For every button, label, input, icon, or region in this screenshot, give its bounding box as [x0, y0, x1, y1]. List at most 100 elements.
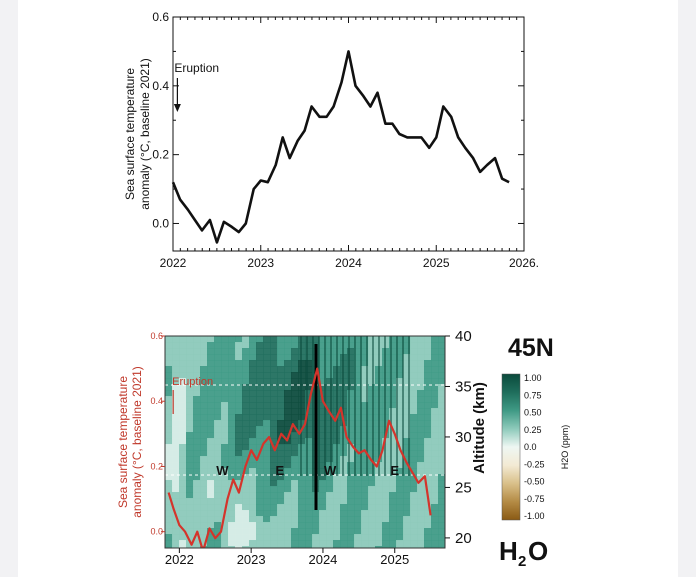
heatmap-cell	[319, 378, 327, 385]
heatmap-cell	[277, 426, 285, 433]
heatmap-cell	[179, 426, 187, 433]
heatmap-cell	[270, 426, 278, 433]
heatmap-cell	[347, 336, 355, 343]
heatmap-cell	[179, 456, 187, 463]
heatmap-cell	[242, 540, 250, 547]
heatmap-cell	[326, 480, 334, 487]
heatmap-cell	[284, 468, 292, 475]
heatmap-cell	[263, 372, 271, 379]
heatmap-cell	[277, 420, 285, 427]
heatmap-cell	[228, 444, 236, 451]
heatmap-cell	[354, 408, 362, 415]
heatmap-cell	[207, 546, 215, 548]
heatmap-cell	[410, 414, 418, 421]
heatmap-cell	[361, 336, 369, 343]
heatmap-cell	[165, 426, 173, 433]
heatmap-cell	[396, 342, 404, 349]
eruption-arrowhead	[173, 104, 181, 112]
heatmap-cell	[186, 438, 194, 445]
heatmap-cell	[193, 438, 201, 445]
heatmap-cell	[403, 516, 411, 523]
heatmap-cell	[179, 342, 187, 349]
heatmap-cell	[305, 492, 313, 499]
heatmap-cell	[305, 360, 313, 367]
heatmap-cell	[193, 414, 201, 421]
heatmap-cell	[410, 372, 418, 379]
heatmap-cell	[186, 366, 194, 373]
heatmap-cell	[263, 342, 271, 349]
heatmap-cell	[207, 516, 215, 523]
heatmap-cell	[186, 342, 194, 349]
heatmap-cell	[354, 438, 362, 445]
heatmap-cell	[249, 348, 257, 355]
heatmap-cell	[270, 390, 278, 397]
heatmap-cell	[228, 462, 236, 469]
heatmap-cell	[172, 402, 180, 409]
heatmap-cell	[417, 354, 425, 361]
heatmap-cell	[193, 384, 201, 391]
heatmap-stripe	[300, 336, 302, 476]
heatmap-cell	[256, 372, 264, 379]
heatmap-cell	[256, 540, 264, 547]
heatmap-cell	[431, 480, 439, 487]
heatmap-cell	[179, 336, 187, 343]
heatmap-cell	[284, 366, 292, 373]
heatmap-cell	[347, 492, 355, 499]
heatmap-cell	[172, 486, 180, 493]
heatmap-cell	[193, 378, 201, 385]
heatmap-cell	[438, 528, 445, 535]
heatmap-cell	[270, 372, 278, 379]
heatmap-cell	[326, 498, 334, 505]
heatmap-cell	[417, 414, 425, 421]
heatmap-cell	[333, 480, 341, 487]
heatmap-cell	[214, 384, 222, 391]
heatmap-cell	[172, 372, 180, 379]
heatmap-stripe	[396, 336, 398, 476]
heatmap-cell	[263, 534, 271, 541]
heatmap-cell	[179, 504, 187, 511]
heatmap-cell	[438, 354, 445, 361]
heatmap-cell	[403, 402, 411, 409]
heatmap-cell	[172, 540, 180, 547]
heatmap-cell	[263, 426, 271, 433]
heatmap-cell	[284, 426, 292, 433]
heatmap-cell	[235, 348, 243, 355]
heatmap-cell	[424, 474, 432, 481]
heatmap-cell	[333, 546, 341, 548]
heatmap-cell	[235, 504, 243, 511]
heatmap-cell	[214, 456, 222, 463]
heatmap-cell	[291, 480, 299, 487]
heatmap-cell	[389, 456, 397, 463]
heatmap-cell	[354, 456, 362, 463]
heatmap-cell	[417, 492, 425, 499]
heatmap-cell	[249, 504, 257, 511]
species-title-sub: 2	[518, 553, 526, 570]
heatmap-cell	[368, 540, 376, 547]
heatmap-cell	[172, 438, 180, 445]
heatmap-cell	[438, 342, 445, 349]
heatmap-cell	[256, 462, 264, 469]
heatmap-cell	[284, 420, 292, 427]
heatmap-cell	[438, 480, 445, 487]
heatmap-cell	[284, 528, 292, 535]
heatmap-cell	[263, 522, 271, 529]
heatmap-cell	[389, 390, 397, 397]
heatmap-cell	[179, 396, 187, 403]
heatmap-cell	[389, 510, 397, 517]
heatmap-cell	[424, 354, 432, 361]
heatmap-cell	[347, 372, 355, 379]
heatmap-cell	[431, 372, 439, 379]
heatmap-cell	[214, 528, 222, 535]
heatmap-cell	[200, 372, 208, 379]
heatmap-cell	[347, 408, 355, 415]
heatmap-cell	[235, 384, 243, 391]
heatmap-cell	[354, 498, 362, 505]
heatmap-cell	[291, 498, 299, 505]
heatmap-cell	[333, 492, 341, 499]
heatmap-cell	[424, 402, 432, 409]
heatmap-cell	[200, 342, 208, 349]
heatmap-cell	[438, 546, 445, 548]
heatmap-cell	[382, 504, 390, 511]
heatmap-cell	[277, 354, 285, 361]
heatmap-cell	[417, 504, 425, 511]
